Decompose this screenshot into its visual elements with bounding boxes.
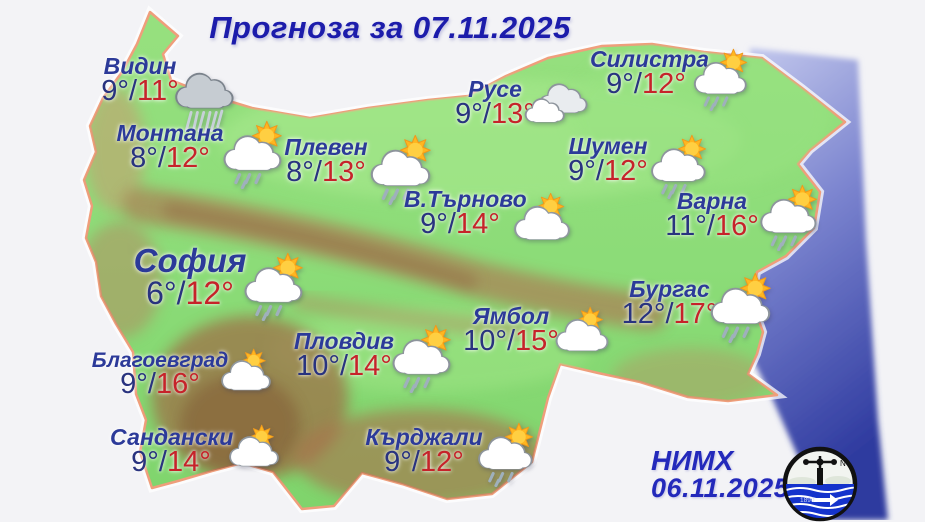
weather-icon bbox=[752, 184, 822, 251]
issue-date: 06.11.2025 bbox=[651, 473, 790, 503]
weather-icon bbox=[236, 252, 308, 321]
logo-arrow-icon bbox=[812, 494, 838, 506]
logo-vane-pole bbox=[817, 468, 823, 485]
city-burgas: Бургас 12°/17° bbox=[612, 276, 727, 331]
city-temps: 9°/16° bbox=[120, 368, 200, 401]
city-pleven: Плевен 8°/13° bbox=[270, 134, 382, 189]
weather-icon bbox=[222, 424, 286, 470]
city-temps: 10°/15° bbox=[463, 325, 559, 358]
city-plovdiv: Пловдив 10°/14° bbox=[288, 328, 400, 383]
agency-name: НИМХ bbox=[651, 445, 734, 476]
city-temps: 8°/12° bbox=[130, 142, 210, 175]
city-name: Кърджали bbox=[365, 424, 483, 450]
city-yambol: Ямбол 10°/15° bbox=[455, 303, 567, 358]
city-sandanski: Сандански 9°/14° bbox=[110, 424, 234, 479]
city-temps: 9°/14° bbox=[131, 446, 211, 479]
city-name: Пловдив bbox=[293, 328, 395, 354]
city-temps: 12°/17° bbox=[621, 298, 718, 331]
city-ruse: Русе 9°/13° bbox=[445, 76, 545, 131]
city-temps: 8°/13° bbox=[286, 156, 366, 189]
city-sofia: София 6°/12° bbox=[125, 244, 255, 309]
city-temps: 9°/14° bbox=[420, 208, 500, 241]
weather-icon bbox=[214, 348, 278, 394]
city-name: Силистра bbox=[590, 46, 710, 72]
city-temps: 9°/12° bbox=[568, 155, 648, 188]
city-varna: Варна 11°/16° bbox=[658, 188, 766, 243]
city-temps: 9°/11° bbox=[101, 75, 179, 108]
weather-icon bbox=[470, 422, 538, 487]
city-name: Плевен bbox=[284, 134, 368, 160]
weather-icon bbox=[506, 192, 578, 244]
nimh-logo: N 1890 bbox=[782, 446, 858, 522]
city-name: Варна bbox=[676, 188, 748, 214]
city-name: Шумен bbox=[568, 133, 648, 159]
page-title: Прогноза за 07.11.2025 bbox=[209, 10, 571, 45]
weather-icon bbox=[702, 272, 776, 343]
city-name: Бургас bbox=[629, 276, 710, 302]
city-name: Благоевград bbox=[91, 349, 229, 372]
weather-icon bbox=[548, 306, 616, 355]
city-temps: 9°/13° bbox=[455, 98, 535, 131]
city-temps: 11°/16° bbox=[665, 210, 759, 243]
city-shumen: Шумен 9°/12° bbox=[552, 133, 664, 188]
city-silistra: Силистра 9°/12° bbox=[590, 46, 710, 101]
city-name: Русе bbox=[468, 76, 522, 102]
city-blagoevgrad: Благоевград 9°/16° bbox=[90, 350, 230, 400]
city-veliko-tarnovo: В.Търново 9°/14° bbox=[404, 186, 527, 241]
city-name: София bbox=[133, 242, 247, 279]
city-name: Ямбол bbox=[472, 303, 550, 329]
city-vidin: Видин 9°/11° bbox=[85, 53, 195, 108]
weather-icon bbox=[686, 48, 752, 111]
logo-north-label: N bbox=[840, 459, 846, 468]
logo-year: 1890 bbox=[800, 497, 815, 504]
city-montana: Монтана 8°/12° bbox=[112, 120, 228, 175]
city-name: Сандански bbox=[110, 424, 234, 450]
footer: НИМХ 06.11.2025 bbox=[651, 447, 789, 502]
weather-icon bbox=[523, 80, 591, 128]
city-temps: 6°/12° bbox=[146, 274, 234, 311]
city-name: Монтана bbox=[116, 120, 224, 146]
city-name: В.Търново bbox=[404, 186, 527, 212]
city-temps: 9°/12° bbox=[606, 68, 686, 101]
city-name: Видин bbox=[103, 53, 177, 79]
weather-icon bbox=[384, 324, 456, 393]
city-temps: 10°/14° bbox=[296, 350, 392, 383]
city-kardzhali: Кърджали 9°/12° bbox=[365, 424, 483, 479]
city-temps: 9°/12° bbox=[384, 446, 464, 479]
